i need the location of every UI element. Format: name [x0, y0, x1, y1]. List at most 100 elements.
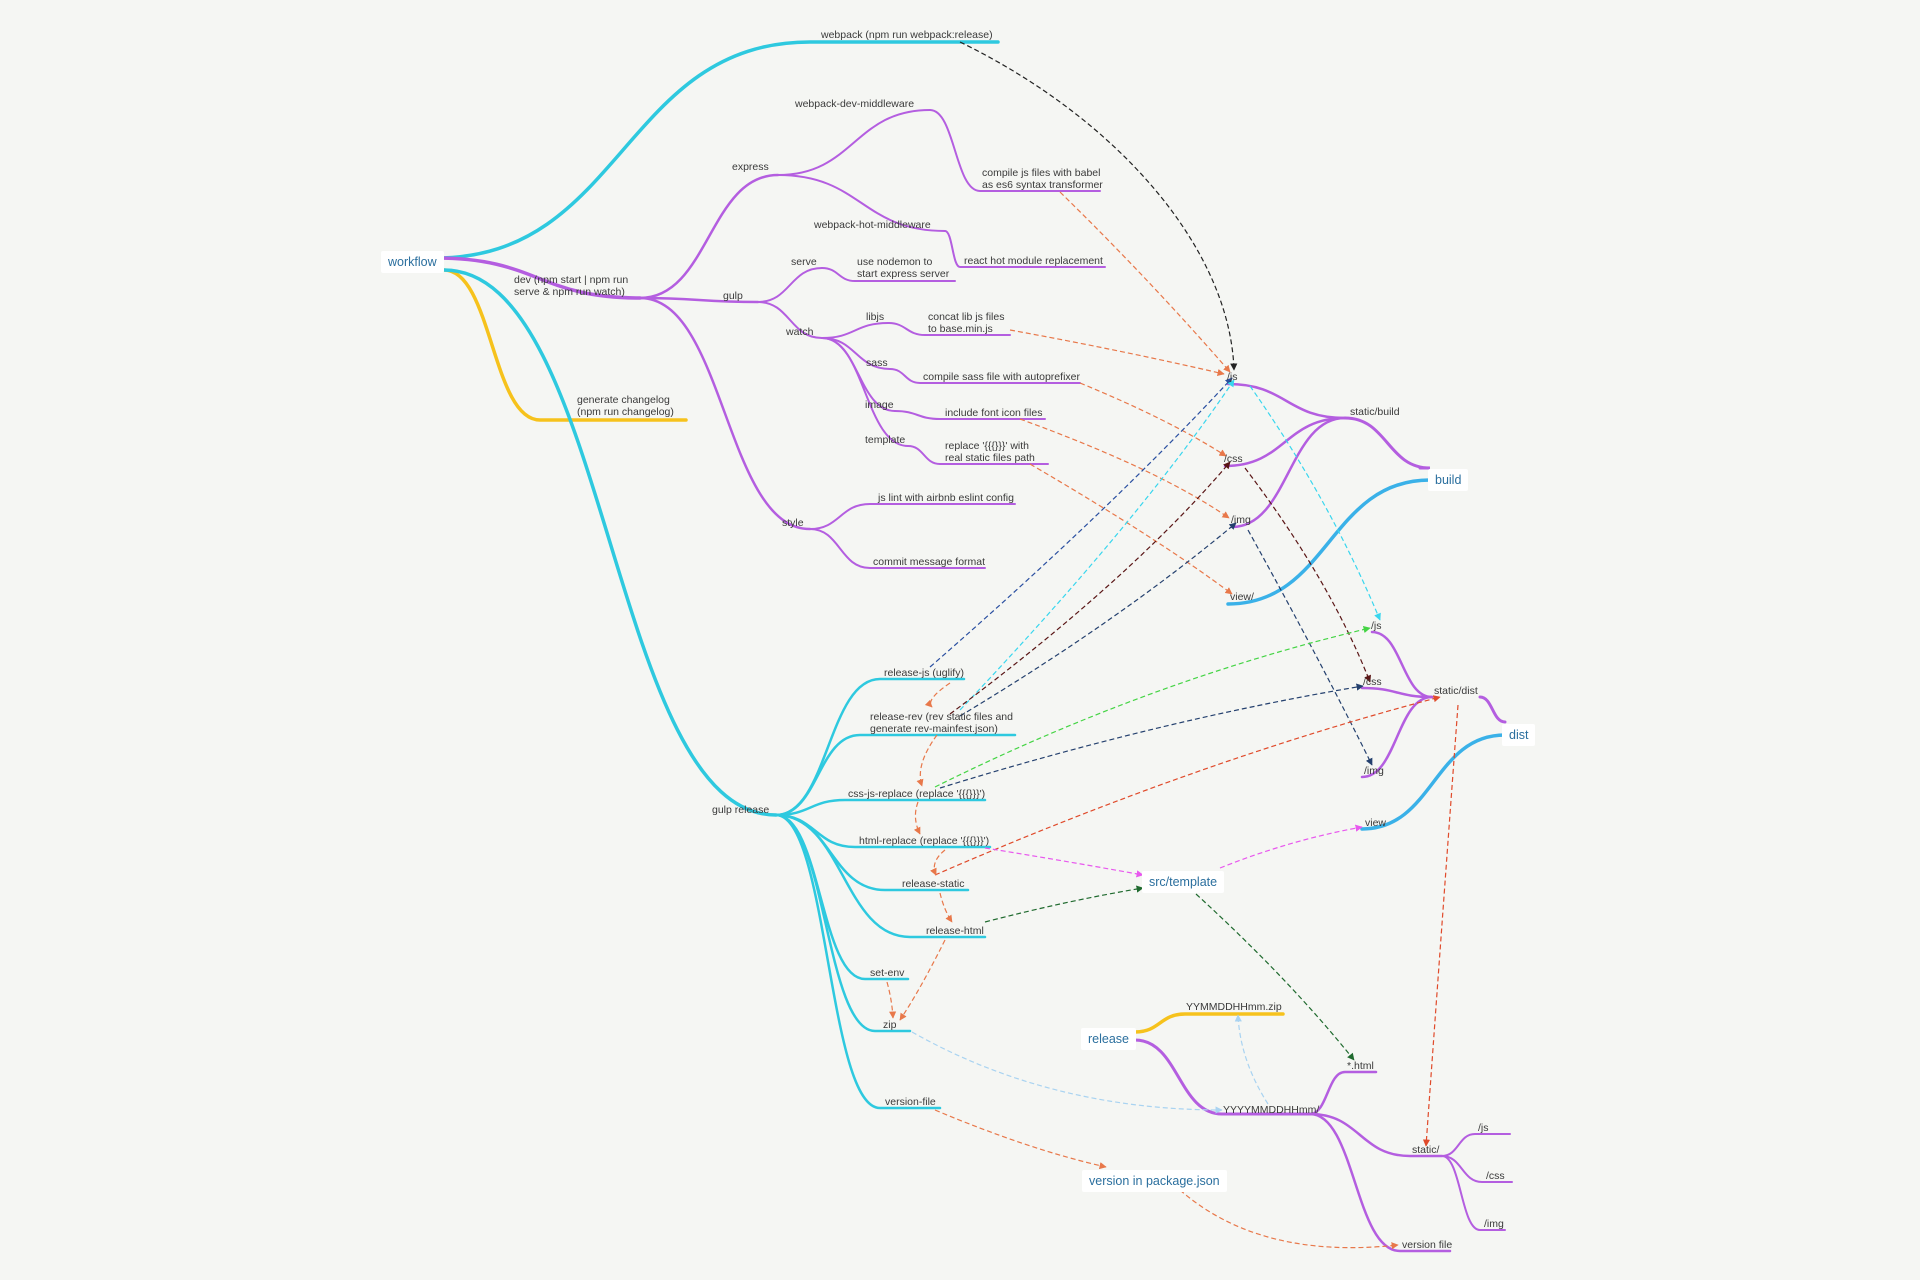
release-js-dir-label: /js — [1478, 1122, 1489, 1134]
arrow-font-to-img — [1019, 418, 1230, 519]
release-dir-label: YYYYMMDDHHmm/ — [1223, 1104, 1320, 1116]
branch-gulp-release — [442, 268, 778, 817]
branch-whm — [777, 174, 946, 232]
release-img-dir-label: /img — [1484, 1218, 1504, 1230]
branch-concat — [887, 322, 1011, 336]
branch-release-js-dir — [1441, 1133, 1511, 1157]
branch-release-dir — [1133, 1038, 1312, 1116]
branch-release-css-dir — [1441, 1155, 1513, 1183]
branch-css-js-replace — [774, 798, 987, 817]
branch-build-view — [1226, 478, 1432, 606]
dist-css-label: /css — [1363, 676, 1382, 688]
branch-static-dist — [1478, 695, 1507, 724]
branch-build-img — [1230, 416, 1347, 529]
branch-html-files — [1308, 1070, 1378, 1116]
express-label: express — [732, 161, 769, 173]
branch-dev — [434, 256, 642, 300]
branch-version-file — [774, 813, 942, 1110]
relation-arrows — [886, 41, 1459, 1250]
nodemon-label: use nodemon to start express server — [857, 256, 950, 280]
branch-release-version-file — [1308, 1112, 1452, 1253]
src-template-node[interactable]: src/template — [1142, 871, 1225, 893]
build-js-label: /js — [1227, 371, 1238, 383]
arrow-template-to-html — [1195, 893, 1355, 1061]
watch-label: watch — [786, 326, 814, 338]
arrow-chain-5 — [939, 892, 953, 923]
arrow-releaserev-to-img — [959, 522, 1237, 717]
dist-js-label: /js — [1371, 620, 1382, 632]
arrow-releasehtml-to-template — [984, 885, 1144, 923]
branch-wdm — [777, 109, 931, 176]
static-build-label: static/build — [1350, 406, 1400, 418]
dist-img-label: /img — [1364, 765, 1384, 777]
branch-webpack — [434, 40, 1000, 260]
branch-dist-css — [1360, 686, 1434, 699]
arrow-css-to-distcss — [1244, 467, 1371, 683]
release-static-label: release-static — [902, 878, 965, 890]
dev-label: dev (npm start | npm run serve & npm run… — [514, 274, 629, 298]
branch-style — [638, 296, 812, 531]
arrow-versionfile-to-pkg — [934, 1109, 1107, 1170]
build-view-label: view/ — [1230, 591, 1254, 603]
arrow-chain-6 — [899, 939, 946, 1021]
version-package-json-node[interactable]: version in package.json — [1082, 1170, 1227, 1192]
dist-node[interactable]: dist — [1502, 724, 1536, 746]
build-node[interactable]: build — [1428, 469, 1469, 491]
arrow-replace-to-view — [1029, 463, 1233, 595]
version-file-label: version-file — [885, 1096, 936, 1108]
arrow-staticdist-to-releasestatic — [1422, 704, 1459, 1147]
template-label: template — [865, 434, 906, 446]
arrow-img-to-distimg — [1247, 529, 1373, 766]
arrow-releasedir-to-zipfile — [1234, 1014, 1269, 1105]
branch-commit-fmt — [809, 528, 986, 569]
release-static-dir-label: static/ — [1412, 1144, 1440, 1156]
branch-changelog — [442, 268, 688, 422]
branch-babel — [929, 109, 1101, 192]
arrow-concat-to-js — [1009, 329, 1225, 377]
branch-template — [821, 337, 909, 447]
release-rev-label: release-rev (rev static files and genera… — [870, 711, 1013, 735]
release-html-label: release-html — [926, 925, 984, 937]
branch-gulp — [638, 296, 760, 304]
branch-react-hmr — [944, 230, 1106, 268]
release-node[interactable]: release — [1081, 1028, 1136, 1050]
image-label: image — [865, 399, 894, 411]
zipfile-label: YYMMDDHHmm.zip — [1186, 1001, 1282, 1013]
replace-label: replace '{{{}}}' with real static files … — [945, 440, 1035, 464]
libjs-label: libjs — [866, 311, 885, 323]
arrow-cssjs-to-distjs — [934, 625, 1371, 788]
arrow-webpack-to-js — [959, 41, 1238, 371]
branch-compile-sass — [889, 368, 1081, 384]
branch-release-html — [774, 813, 987, 939]
branch-dist-view — [1360, 733, 1507, 831]
set-env-label: set-env — [870, 967, 905, 979]
gulp-label: gulp — [723, 290, 743, 302]
style-label: style — [782, 517, 804, 529]
branch-nodemon — [821, 267, 956, 282]
changelog-label: generate changelog (npm run changelog) — [577, 394, 674, 418]
release-css-dir-label: /css — [1486, 1170, 1505, 1182]
branch-dist-js — [1370, 630, 1434, 699]
css-js-replace-label: css-js-replace (replace '{{{}}}') — [848, 788, 986, 800]
babel-label: compile js files with babel as es6 synta… — [982, 167, 1103, 191]
arrow-static-to-staticdist — [934, 695, 1441, 876]
arrow-zip-to-releasedir — [911, 1031, 1223, 1114]
eslint-label: js lint with airbnb eslint config — [878, 492, 1014, 504]
arrow-releaserev-to-js — [959, 379, 1235, 711]
arrow-sass-to-css — [1079, 382, 1227, 457]
build-img-label: /img — [1231, 514, 1251, 526]
webpack-dev-middleware-label: webpack-dev-middleware — [795, 98, 915, 110]
workflow-node[interactable]: workflow — [381, 251, 444, 273]
branch-eslint — [809, 503, 1016, 530]
arrow-template-to-distview — [1219, 824, 1363, 869]
html-files-label: *.html — [1347, 1060, 1374, 1072]
arrow-chain-4 — [930, 849, 946, 876]
react-hmr-label: react hot module replacement — [964, 255, 1103, 267]
branch-zipfile — [1133, 1012, 1285, 1034]
compile-sass-label: compile sass file with autoprefixer — [923, 371, 1080, 383]
commit-format-label: commit message format — [873, 556, 986, 568]
release-js-label: release-js (uglify) — [884, 667, 964, 679]
branch-font-icon — [894, 410, 1046, 420]
branch-release-static-dir — [1308, 1112, 1444, 1158]
